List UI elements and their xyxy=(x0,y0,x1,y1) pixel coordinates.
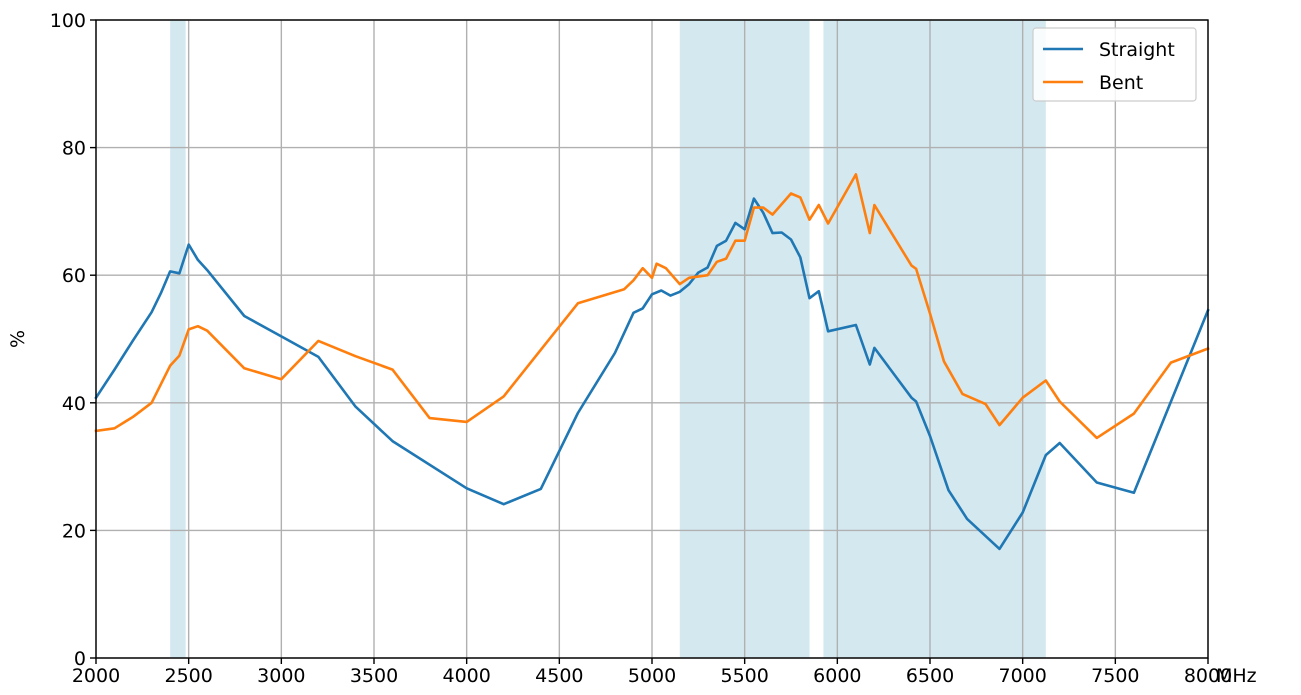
y-tick-label-5: 100 xyxy=(50,10,86,32)
y-tick-label-3: 60 xyxy=(62,265,86,287)
series-lines xyxy=(94,173,1210,551)
x-axis-ticks: 2000 2500 3000 3500 4000 4500 5000 5500 6000 6500… xyxy=(72,658,1232,687)
x-tick-label-9: 6500 xyxy=(906,665,954,687)
x-tick-label-8: 6000 xyxy=(813,665,861,687)
y-tick-label-4: 80 xyxy=(62,138,86,160)
x-tick-label-7: 5500 xyxy=(720,665,768,687)
y-tick-label-2: 40 xyxy=(62,393,86,415)
x-tick-label-0: 2000 xyxy=(72,665,120,687)
x-tick-label-4: 4000 xyxy=(442,665,490,687)
x-tick-label-5: 4500 xyxy=(535,665,583,687)
y-tick-label-0: 0 xyxy=(74,648,86,670)
y-axis-label: % xyxy=(7,330,29,348)
x-tick-label-11: 7500 xyxy=(1091,665,1139,687)
series-line-bent xyxy=(94,173,1210,440)
x-tick-label-2: 3000 xyxy=(257,665,305,687)
x-tick-label-10: 7000 xyxy=(998,665,1046,687)
frequency-band-highlights xyxy=(170,20,1046,658)
y-axis-ticks: 0 20 40 60 80 100 xyxy=(50,10,96,670)
x-tick-label-12: 8000 xyxy=(1184,665,1232,687)
shaded-band-1 xyxy=(170,20,186,658)
legend: Straight Bent xyxy=(1032,27,1197,102)
x-axis-unit-label: MHz xyxy=(1216,665,1257,687)
series-line-straight xyxy=(94,197,1210,551)
shaded-band-3 xyxy=(823,20,1046,658)
legend-label-straight: Straight xyxy=(1099,39,1175,61)
y-tick-label-1: 20 xyxy=(62,520,86,542)
x-tick-label-3: 3500 xyxy=(350,665,398,687)
legend-label-bent: Bent xyxy=(1099,72,1143,94)
x-tick-label-1: 2500 xyxy=(164,665,212,687)
x-tick-label-6: 5000 xyxy=(628,665,676,687)
